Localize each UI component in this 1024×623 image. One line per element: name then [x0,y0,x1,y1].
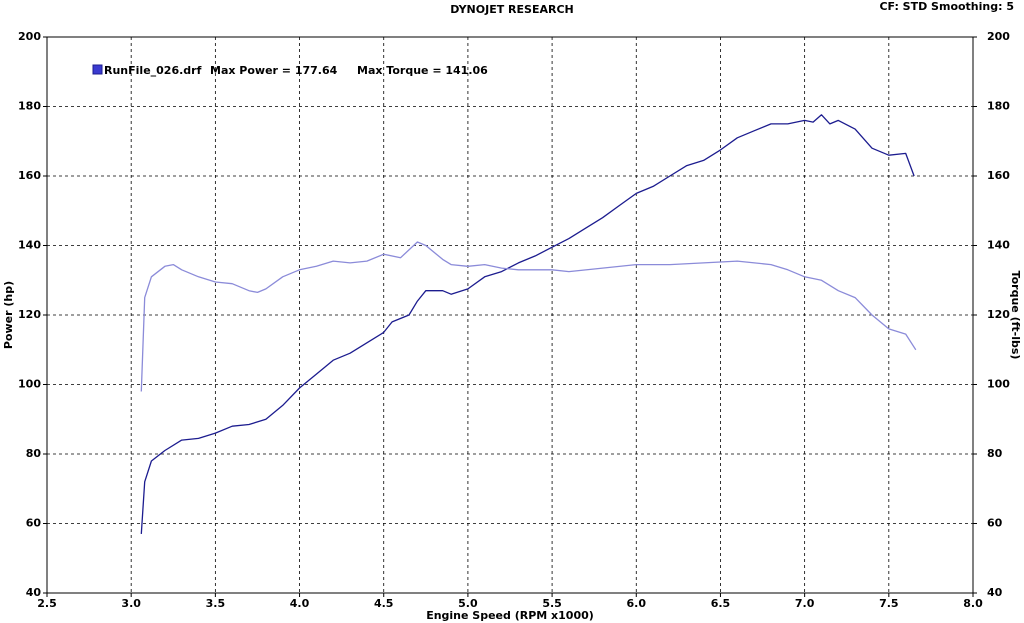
x-tick-label: 6.5 [711,597,731,610]
x-tick-label: 4.5 [374,597,394,610]
annotation: Max Power = 177.64 [210,64,338,77]
y-tick-label: 120 [18,308,41,321]
y2-tick-label: 120 [987,308,1010,321]
y2-tick-label: 200 [987,30,1010,43]
x-tick-label: 4.0 [290,597,310,610]
x-tick-label: 8.0 [963,597,983,610]
y-axis-label: Power (hp) [2,281,15,349]
y2-axis-label: Torque (ft-lbs) [1009,271,1022,360]
y-tick-label: 100 [18,378,41,391]
y2-tick-label: 160 [987,169,1010,182]
x-tick-label: 3.0 [121,597,141,610]
series-line [140,241,917,392]
y2-tick-label: 60 [987,517,1003,530]
x-tick-label: 6.0 [627,597,647,610]
y-tick-label: 40 [26,586,42,599]
x-axis-label: Engine Speed (RPM x1000) [426,609,594,622]
chart-title: DYNOJET RESEARCH [450,3,573,16]
x-tick-label: 5.5 [542,597,562,610]
y2-tick-label: 80 [987,447,1003,460]
y-tick-label: 60 [26,517,42,530]
y2-tick-label: 100 [987,378,1010,391]
x-tick-label: 5.0 [458,597,478,610]
series-line [140,114,915,534]
y-tick-label: 180 [18,100,41,113]
y2-tick-label: 180 [987,100,1010,113]
x-tick-label: 3.5 [206,597,226,610]
y-tick-label: 140 [18,239,41,252]
y-tick-label: 80 [26,447,42,460]
legend-swatch [92,64,103,75]
chart-subtitle: CF: STD Smoothing: 5 [879,0,1014,13]
legend-label: RunFile_026.drf [104,64,202,77]
y2-tick-label: 40 [987,586,1003,599]
x-tick-label: 2.5 [37,597,57,610]
annotation: Max Torque = 141.06 [357,64,488,77]
y-tick-label: 160 [18,169,41,182]
y-tick-label: 200 [18,30,41,43]
x-tick-label: 7.0 [795,597,815,610]
y2-tick-label: 140 [987,239,1010,252]
x-tick-label: 7.5 [879,597,899,610]
